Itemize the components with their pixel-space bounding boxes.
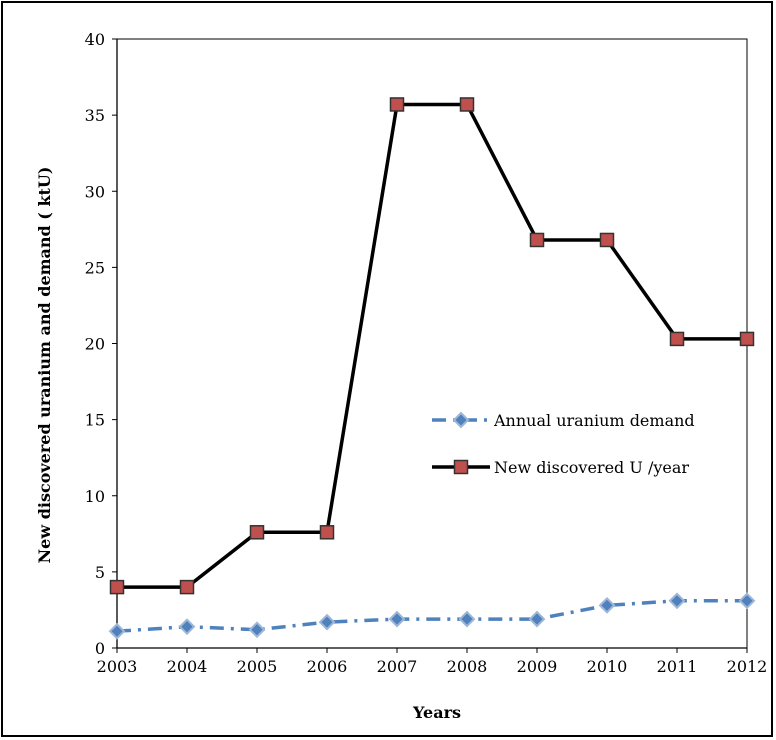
data-point-square: [459, 97, 475, 112]
data-point-square: [249, 525, 265, 540]
data-point-diamond: [318, 613, 336, 631]
data-point-square: [599, 232, 615, 248]
series-1: [108, 592, 756, 640]
data-point-diamond: [598, 596, 616, 614]
data-point-square: [529, 232, 545, 248]
data-point-square: [453, 459, 469, 475]
series-layer: [108, 97, 756, 640]
data-point-square: [739, 331, 755, 347]
data-point-diamond: [668, 592, 686, 610]
x-tick-label: 2010: [587, 657, 628, 676]
x-tick-label: 2008: [447, 657, 488, 676]
x-tick-label: 2007: [377, 657, 418, 676]
legend-label: New discovered U /year: [494, 458, 689, 477]
x-tick-label: 2003: [97, 657, 138, 676]
x-axis-title: Years: [412, 703, 461, 722]
data-point-square: [319, 525, 335, 540]
x-tick-label: 2005: [237, 657, 278, 676]
data-point-diamond: [178, 618, 196, 636]
axes: 0 5 10 15 20 25 30 35 40 2003 2004 2005 2006 2007 2008…: [85, 30, 768, 676]
data-point-square: [669, 331, 685, 347]
series-line: [117, 102, 747, 589]
plot-area-border: [116, 38, 748, 649]
y-tick-label: 40: [85, 30, 105, 49]
y-tick-label: 30: [85, 182, 105, 201]
data-point-diamond: [108, 622, 126, 640]
data-point-square: [109, 579, 125, 595]
x-tick-label: 2006: [307, 657, 348, 676]
data-point-diamond: [528, 610, 546, 628]
y-tick-label: 20: [85, 335, 105, 354]
data-point-diamond: [458, 610, 476, 628]
y-tick-label: 0: [95, 639, 105, 658]
data-point-diamond: [388, 610, 406, 628]
data-point-diamond: [248, 621, 266, 639]
legend-label: Annual uranium demand: [493, 411, 695, 430]
series-2: [109, 97, 755, 595]
x-tick-label: 2004: [167, 657, 208, 676]
data-point-square: [389, 97, 405, 112]
x-tick-label: 2012: [727, 657, 768, 676]
data-point-square: [179, 579, 195, 595]
y-tick-label: 25: [85, 258, 105, 277]
y-tick-label: 10: [85, 487, 105, 506]
x-tick-label: 2009: [517, 657, 558, 676]
y-axis-title: New discovered uranium and demand ( ktU): [35, 167, 54, 564]
data-point-diamond: [738, 592, 756, 610]
data-point-diamond: [452, 411, 470, 429]
y-tick-label: 5: [95, 563, 105, 582]
legend: Annual uranium demand New discovered U /y…: [432, 411, 695, 477]
x-tick-label: 2011: [657, 657, 698, 676]
y-tick-label: 15: [85, 411, 105, 430]
y-tick-label: 35: [85, 106, 105, 125]
series-line: [116, 599, 747, 633]
